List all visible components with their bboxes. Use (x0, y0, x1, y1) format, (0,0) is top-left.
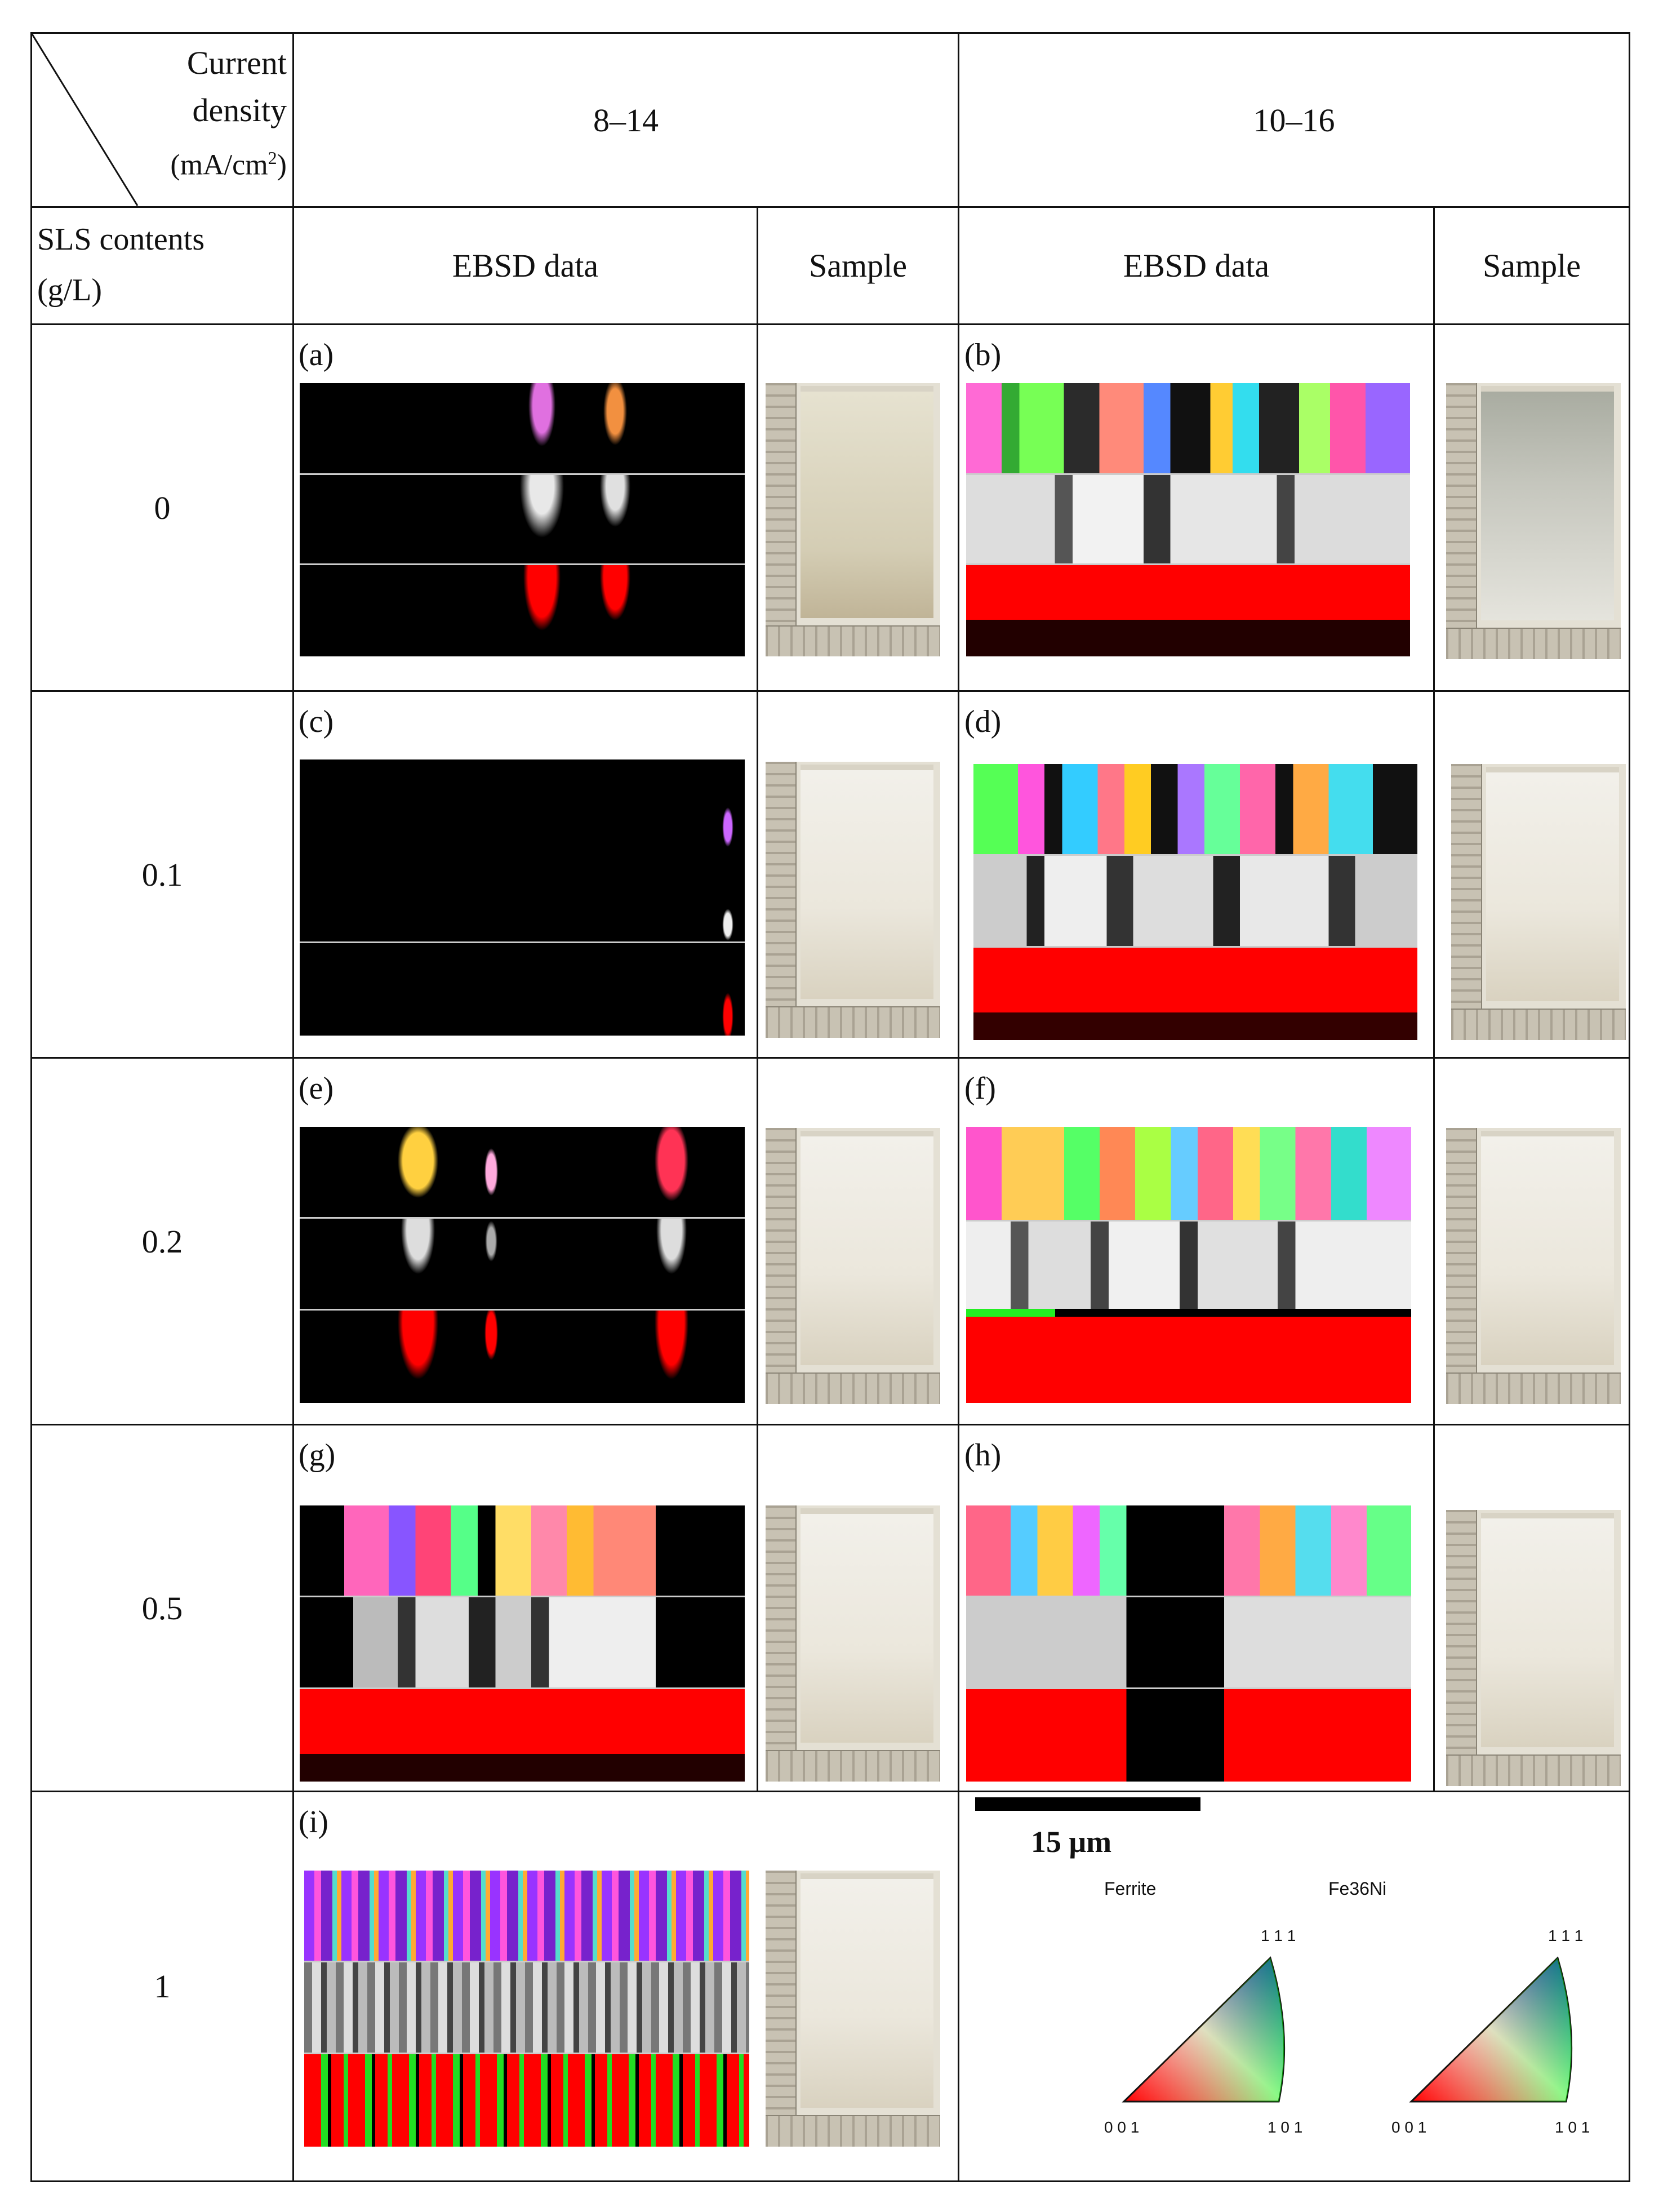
panel-label-d: (d) (964, 704, 1002, 739)
grid-line (30, 206, 1630, 208)
corner-units: (mA/cm2) (170, 148, 287, 181)
ebsd-header-2: EBSD data (1123, 247, 1270, 284)
grid-line (30, 32, 32, 2182)
sls-value-row-1: 0.1 (141, 856, 183, 893)
ebsd-map-a (300, 383, 745, 656)
grid-line (1629, 32, 1630, 2182)
scale-bar (975, 1797, 1200, 1811)
sample-photo-h (1446, 1510, 1621, 1786)
scale-bar-label: 15 μm (1031, 1825, 1112, 1859)
group-header-10-16: 10–16 (1253, 101, 1335, 139)
ipf-triangle-ferrite (1122, 1956, 1286, 2103)
ebsd-map-h (966, 1505, 1411, 1782)
ipf-ferrite-111-label: 1 1 1 (1261, 1927, 1296, 1944)
ebsd-map-c (300, 759, 745, 1036)
grid-line (30, 1057, 1630, 1059)
panel-label-a: (a) (299, 337, 334, 372)
panel-label-g: (g) (299, 1438, 336, 1473)
panel-label-b: (b) (964, 337, 1002, 372)
sls-value-row-3: 0.5 (141, 1589, 183, 1627)
sample-header-1: Sample (809, 247, 907, 284)
ipf-fe36ni-111-label: 1 1 1 (1548, 1927, 1584, 1944)
panel-label-f: (f) (964, 1071, 996, 1106)
ipf-fe36ni-101-label: 1 0 1 (1555, 2118, 1590, 2136)
ipf-ferrite-001-label: 0 0 1 (1104, 2118, 1140, 2136)
ipf-ferrite-101-label: 1 0 1 (1268, 2118, 1303, 2136)
sample-photo-d (1451, 764, 1626, 1040)
ebsd-map-b (966, 383, 1410, 656)
grid-line (757, 206, 758, 1791)
corner-current: Current (186, 45, 287, 81)
sample-photo-b (1446, 383, 1621, 659)
legend-fe36ni-label: Fe36Ni (1328, 1878, 1387, 1899)
ebsd-map-g (300, 1505, 745, 1782)
grid-line (30, 690, 1630, 692)
ebsd-map-i (304, 1871, 749, 2147)
sample-photo-g (766, 1505, 940, 1782)
sls-value-row-4: 1 (154, 1968, 171, 2005)
sample-photo-c (766, 762, 940, 1038)
corner-diagonal (30, 33, 139, 206)
grid-line (30, 1791, 1630, 1792)
sls-header: SLS contents (g/L) (37, 214, 204, 316)
sample-photo-f (1446, 1128, 1621, 1404)
ebsd-map-d (973, 764, 1417, 1040)
grid-line (30, 323, 1630, 325)
corner-density: density (192, 92, 287, 128)
sls-header-line1: SLS contents (37, 222, 205, 257)
ipf-triangle-fe36ni (1409, 1956, 1573, 2103)
corner-header: Current density (mA/cm2) (30, 39, 287, 189)
legend-ferrite-label: Ferrite (1104, 1878, 1157, 1899)
sample-photo-i (766, 1871, 940, 2147)
sls-value-row-0: 0 (154, 489, 171, 526)
ebsd-header-1: EBSD data (452, 247, 599, 284)
sample-photo-e (766, 1128, 940, 1404)
panel-label-e: (e) (299, 1071, 334, 1106)
panel-label-i: (i) (299, 1805, 328, 1840)
ipf-fe36ni-001-label: 0 0 1 (1391, 2118, 1427, 2136)
panel-label-h: (h) (964, 1438, 1002, 1473)
sls-header-line2: (g/L) (37, 273, 103, 308)
grid-line (30, 1424, 1630, 1425)
ebsd-map-e (300, 1127, 745, 1403)
panel-label-c: (c) (299, 704, 334, 739)
ebsd-map-f (966, 1127, 1411, 1403)
grid-line (1433, 206, 1435, 1791)
group-header-8-14: 8–14 (593, 101, 659, 139)
sample-photo-a (766, 383, 940, 656)
sls-value-row-2: 0.2 (141, 1223, 183, 1260)
grid-line (292, 32, 294, 2182)
sample-header-2: Sample (1483, 247, 1581, 284)
grid-line (958, 32, 959, 2182)
grid-line (30, 2180, 1630, 2182)
grid-line (30, 32, 1630, 34)
